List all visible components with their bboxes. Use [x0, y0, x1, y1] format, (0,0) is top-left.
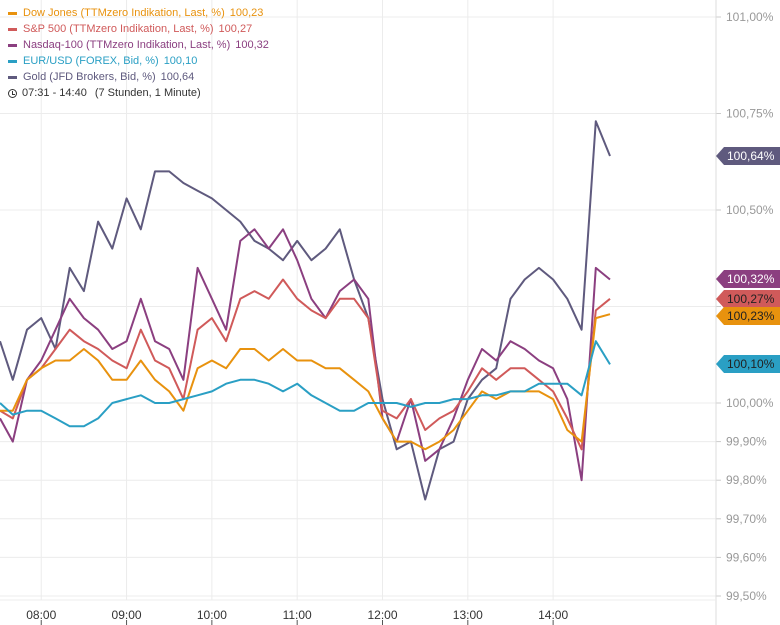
- duration-text: (7 Stunden, 1 Minute): [94, 87, 201, 99]
- x-tick-label: 13:00: [453, 608, 483, 622]
- legend-item-gold[interactable]: Gold (JFD Brokers, Bid, %) 100,64: [8, 69, 269, 85]
- legend-label: S&P 500 (TTMzero Indikation, Last, %): [23, 23, 214, 35]
- legend-value: 100,64: [160, 71, 195, 83]
- legend-swatch: [8, 59, 17, 63]
- legend-swatch: [8, 27, 17, 31]
- end-value-tag: 100,27%: [716, 289, 780, 308]
- series-line: [0, 313, 611, 451]
- time-range-text: 07:31 - 14:40: [22, 87, 87, 99]
- legend-value: 100,10: [163, 55, 198, 67]
- y-tick-label: 100,75%: [726, 107, 774, 121]
- legend-item-nasdaq[interactable]: Nasdaq-100 (TTMzero Indikation, Last, %)…: [8, 37, 269, 53]
- end-value-tag: 100,32%: [716, 270, 780, 289]
- legend-swatch: [8, 43, 17, 47]
- legend-item-sp500[interactable]: S&P 500 (TTMzero Indikation, Last, %) 100…: [8, 21, 269, 37]
- y-tick-label: 99,90%: [726, 435, 767, 449]
- legend: Dow Jones (TTMzero Indikation, Last, %) 1…: [8, 5, 269, 101]
- legend-label: Nasdaq-100 (TTMzero Indikation, Last, %): [23, 39, 231, 51]
- legend-item-eurusd[interactable]: EUR/USD (FOREX, Bid, %) 100,10: [8, 53, 269, 69]
- x-tick-label: 12:00: [367, 608, 397, 622]
- x-tick-label: 09:00: [112, 608, 142, 622]
- legend-swatch: [8, 11, 17, 15]
- x-tick-label: 11:00: [283, 608, 312, 622]
- y-tick-label: 99,50%: [726, 589, 767, 603]
- series-line: [0, 278, 611, 451]
- series-line: [0, 228, 611, 482]
- legend-value: 100,23: [229, 7, 264, 19]
- legend-swatch: [8, 75, 17, 79]
- legend-value: 100,27: [218, 23, 253, 35]
- x-tick-label: 10:00: [197, 608, 227, 622]
- y-tick-label: 100,00%: [726, 396, 774, 410]
- series-line: [0, 340, 611, 428]
- legend-item-dow[interactable]: Dow Jones (TTMzero Indikation, Last, %) 1…: [8, 5, 269, 21]
- clock-icon: [8, 88, 17, 98]
- end-value-tag: 100,64%: [716, 146, 780, 165]
- legend-label: Dow Jones (TTMzero Indikation, Last, %): [23, 7, 225, 19]
- y-tick-label: 99,60%: [726, 550, 767, 564]
- time-range: 07:31 - 14:40 (7 Stunden, 1 Minute): [8, 85, 269, 101]
- end-value-tag: 100,10%: [716, 355, 780, 374]
- legend-label: Gold (JFD Brokers, Bid, %): [23, 71, 156, 83]
- series-line: [0, 120, 611, 501]
- x-tick-label: 08:00: [26, 608, 56, 622]
- y-tick-label: 99,80%: [726, 473, 767, 487]
- legend-value: 100,32: [235, 39, 269, 51]
- end-value-tag: 100,23%: [716, 306, 780, 325]
- legend-label: EUR/USD (FOREX, Bid, %): [23, 55, 159, 67]
- y-tick-label: 99,70%: [726, 512, 767, 526]
- y-tick-label: 100,50%: [726, 203, 774, 217]
- x-tick-label: 14:00: [538, 608, 568, 622]
- y-tick-label: 101,00%: [726, 10, 774, 24]
- series-lines: [0, 120, 611, 501]
